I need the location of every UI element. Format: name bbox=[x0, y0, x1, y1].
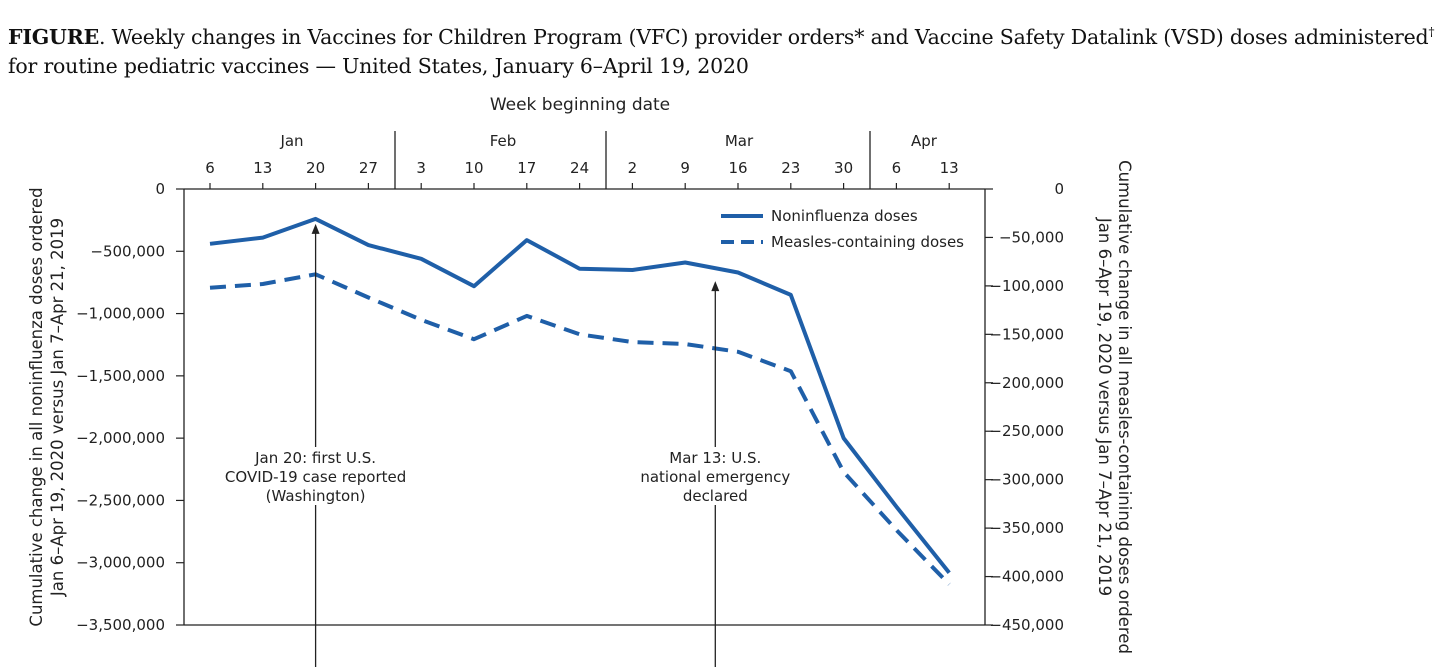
x-tick-label-10: 16 bbox=[728, 159, 747, 177]
annotation-1-text-2: declared bbox=[683, 487, 748, 505]
y-right-tick-label-5: −250,000 bbox=[989, 422, 1064, 440]
annotation-0-text-0: Jan 20: first U.S. bbox=[254, 449, 376, 467]
annotation-0-text-2: (Washington) bbox=[266, 487, 366, 505]
x-tick-label-11: 23 bbox=[781, 159, 800, 177]
legend-label-noninfluenza: Noninfluenza doses bbox=[771, 207, 918, 225]
y-right-tick-label-2: −100,000 bbox=[989, 277, 1064, 295]
y-left-tick-label-7: −3,500,000 bbox=[76, 616, 165, 634]
y-right-tick-label-9: −450,000 bbox=[989, 616, 1064, 634]
x-tick-label-13: 6 bbox=[892, 159, 902, 177]
figure-label: FIGURE bbox=[8, 24, 99, 49]
series-line-measles bbox=[209, 272, 951, 586]
y-right-tick-label-0: 0 bbox=[1054, 180, 1064, 198]
y-right-tick-label-6: −300,000 bbox=[989, 471, 1064, 489]
figure-title-line2: for routine pediatric vaccines — United … bbox=[8, 53, 749, 78]
x-tick-label-0: 6 bbox=[205, 159, 215, 177]
x-tick-label-1: 13 bbox=[253, 159, 272, 177]
series-line-noninfluenza bbox=[209, 216, 951, 574]
y-right-tick-label-4: −200,000 bbox=[989, 374, 1064, 392]
figure-title: FIGURE. Weekly changes in Vaccines for C… bbox=[8, 18, 1448, 81]
y-left-tick-label-3: −1,500,000 bbox=[76, 367, 165, 385]
y-left-tick-label-2: −1,000,000 bbox=[76, 305, 165, 323]
x-tick-label-5: 10 bbox=[464, 159, 483, 177]
figure-title-dagger: † bbox=[1428, 25, 1435, 39]
x-tick-label-12: 30 bbox=[834, 159, 853, 177]
month-label-mar: Mar bbox=[725, 132, 754, 150]
x-axis-label: Week beginning date bbox=[490, 95, 670, 115]
month-label-feb: Feb bbox=[490, 132, 517, 150]
x-tick-label-3: 27 bbox=[359, 159, 378, 177]
x-tick-label-6: 17 bbox=[517, 159, 536, 177]
x-tick-label-7: 24 bbox=[570, 159, 589, 177]
legend-label-measles: Measles-containing doses bbox=[771, 233, 964, 251]
y-left-label-line1: Cumulative change in all noninfluenza do… bbox=[27, 187, 46, 626]
annotation-0-arrowhead bbox=[311, 223, 320, 234]
y-left-tick-label-1: −500,000 bbox=[90, 242, 165, 260]
y-right-tick-label-1: −50,000 bbox=[999, 228, 1064, 246]
annotation-1-text-0: Mar 13: U.S. bbox=[669, 449, 761, 467]
x-tick-label-9: 9 bbox=[680, 159, 690, 177]
y-right-label-line2: Jan 6–Apr 19, 2020 versus Jan 7–Apr 21, … bbox=[1095, 217, 1114, 596]
annotation-1-arrowhead bbox=[711, 281, 720, 292]
y-left-tick-label-6: −3,000,000 bbox=[76, 554, 165, 572]
x-tick-label-14: 13 bbox=[940, 159, 959, 177]
figure-title-text: . Weekly changes in Vaccines for Childre… bbox=[99, 24, 1429, 49]
x-tick-label-2: 20 bbox=[306, 159, 325, 177]
annotation-0-text-1: COVID-19 case reported bbox=[225, 468, 406, 486]
month-label-jan: Jan bbox=[279, 132, 303, 150]
y-right-tick-label-8: −400,000 bbox=[989, 568, 1064, 586]
x-tick-label-8: 2 bbox=[628, 159, 638, 177]
annotation-1-text-1: national emergency bbox=[640, 468, 790, 486]
y-right-label-line1: Cumulative change in all measles-contain… bbox=[1115, 160, 1134, 654]
y-right-tick-label-3: −150,000 bbox=[989, 325, 1064, 343]
x-tick-label-4: 3 bbox=[416, 159, 426, 177]
y-right-tick-label-7: −350,000 bbox=[989, 519, 1064, 537]
y-left-tick-label-0: 0 bbox=[155, 180, 165, 198]
month-label-apr: Apr bbox=[911, 132, 938, 150]
y-left-tick-label-5: −2,500,000 bbox=[76, 491, 165, 509]
y-left-label-line2: Jan 6–Apr 19, 2020 versus Jan 7–Apr 21, … bbox=[48, 218, 67, 597]
y-left-tick-label-4: −2,000,000 bbox=[76, 429, 165, 447]
